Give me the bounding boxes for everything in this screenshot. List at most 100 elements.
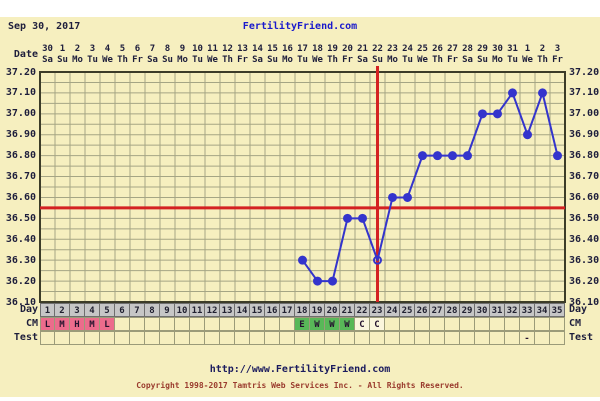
test-row-label-left: Test [13,332,38,343]
cm-cell [475,317,490,331]
date-cell: 14 [252,44,263,54]
chart-date-label: Sep 30, 2017 [8,21,81,32]
cycle-day-cell: 5 [100,303,115,317]
date-cell: 2 [74,44,81,54]
test-cell [460,331,475,345]
copyright-text: Copyright 1998-2017 Tamtris Web Services… [136,381,464,390]
cm-cell [415,317,430,331]
date-cell: 5 [119,44,126,54]
day-row-label-left: Day [19,304,38,315]
cycle-day-cell: 9 [160,303,175,317]
temp-tick-left: 36.40 [5,234,36,245]
cycle-day-cell: 29 [460,303,475,317]
dow-cell: Sa [357,55,368,65]
test-cell [445,331,460,345]
date-cell: 9 [179,44,186,54]
temp-tick-left: 37.00 [5,108,36,119]
test-cell [100,331,115,345]
date-row-label: Date [13,49,38,60]
cm-cell [460,317,475,331]
date-cell: 21 [357,44,368,54]
dow-cell: Fr [132,55,143,65]
cycle-day-cell: 1 [40,303,55,317]
test-cell [265,331,280,345]
dow-cell: Su [57,55,68,65]
temp-tick-left: 36.50 [5,213,36,224]
test-cell [145,331,160,345]
site-title-link[interactable]: FertilityFriend.com [242,21,358,32]
date-cell: 6 [134,44,141,54]
temp-tick-right: 36.50 [569,213,600,224]
test-cell [85,331,100,345]
dow-cell: Fr [342,55,353,65]
cm-cell [235,317,250,331]
cycle-day-cell: 32 [505,303,520,317]
date-cell: 26 [432,44,443,54]
dow-cell: Sa [252,55,263,65]
cm-cell: H [70,317,85,331]
cm-cell [265,317,280,331]
footer-url-link[interactable]: http://www.FertilityFriend.com [209,364,391,375]
test-cell: - [520,331,535,345]
cm-cell [505,317,520,331]
cm-cell [490,317,505,331]
test-cell [280,331,295,345]
temp-tick-right: 36.80 [569,150,600,161]
cm-cell: M [55,317,70,331]
cm-cell: M [85,317,100,331]
date-cell: 1 [524,44,531,54]
cycle-day-cell: 18 [295,303,310,317]
dow-cell: Fr [447,55,458,65]
dow-cell: Th [117,55,128,65]
date-cell: 18 [312,44,323,54]
temp-tick-right: 36.70 [569,171,600,182]
dow-cell: Fr [237,55,248,65]
cycle-day-cell: 34 [535,303,550,317]
cm-cell: C [355,317,370,331]
date-cell: 4 [104,44,111,54]
temp-tick-left: 36.60 [5,192,36,203]
cycle-day-cell: 11 [190,303,205,317]
test-cell [430,331,445,345]
date-cell: 30 [42,44,53,54]
cm-cell [280,317,295,331]
temp-tick-right: 36.60 [569,192,600,203]
date-cell: 17 [297,44,308,54]
cycle-day-cell: 13 [220,303,235,317]
date-cell: 20 [342,44,353,54]
date-cell: 7 [149,44,156,54]
dow-cell: Th [432,55,443,65]
date-cell: 19 [327,44,338,54]
cm-cell [145,317,160,331]
dow-cell: Su [267,55,278,65]
cm-cell [520,317,535,331]
test-cell [535,331,550,345]
day-row-label-right: Day [569,304,588,315]
temp-tick-right: 36.30 [569,255,600,266]
cm-cell [190,317,205,331]
cycle-day-cell: 4 [85,303,100,317]
temp-tick-left: 36.20 [5,276,36,287]
dow-cell: Mo [387,55,398,65]
temp-tick-left: 37.20 [5,67,36,78]
cycle-day-cell: 14 [235,303,250,317]
test-cell [340,331,355,345]
cm-cell: W [325,317,340,331]
dow-cell: Th [327,55,338,65]
dow-cell: Tu [192,55,203,65]
test-cell [325,331,340,345]
date-cell: 23 [387,44,398,54]
temp-tick-right: 36.90 [569,129,600,140]
cm-cell: L [40,317,55,331]
dow-cell: We [312,55,323,65]
test-cell [400,331,415,345]
temp-tick-right: 37.20 [569,67,600,78]
test-cell [160,331,175,345]
date-cell: 13 [237,44,248,54]
cycle-day-cell: 10 [175,303,190,317]
temp-tick-right: 36.10 [569,297,600,308]
dow-cell: Mo [72,55,83,65]
date-cell: 28 [462,44,473,54]
test-cell [370,331,385,345]
dow-cell: Th [222,55,233,65]
